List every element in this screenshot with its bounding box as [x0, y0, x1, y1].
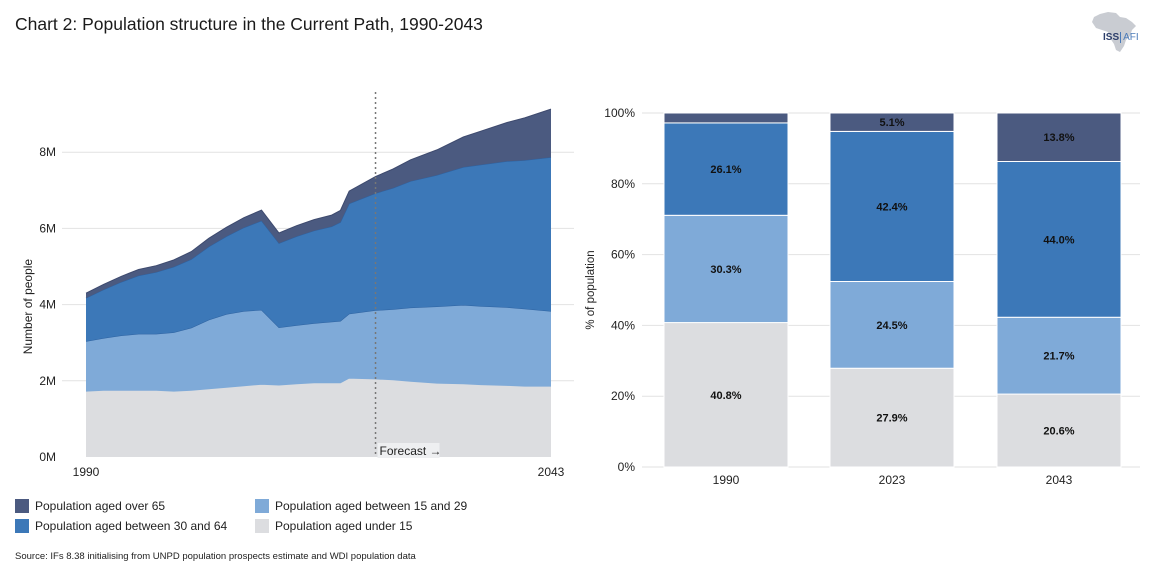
y-tick-label: 2M — [39, 374, 56, 388]
bar-data-label: 5.1% — [879, 117, 904, 129]
area-edge-over65 — [85, 108, 552, 294]
x-tick-label: 1990 — [73, 465, 100, 479]
legend-swatch — [15, 499, 29, 513]
bar-segment-age15to29 — [996, 316, 1122, 395]
bar-data-label: 26.1% — [710, 164, 741, 176]
area-age15to29 — [86, 305, 551, 392]
bar-segment-over65 — [996, 112, 1122, 162]
y-axis-label: % of population — [585, 250, 597, 329]
legend-swatch — [15, 519, 29, 533]
area-under15 — [86, 378, 551, 457]
source-note: Source: IFs 8.38 initialising from UNPD … — [15, 551, 416, 562]
y-tick-label: 100% — [604, 106, 635, 120]
legend-label: Population aged over 65 — [35, 499, 166, 513]
y-axis-label: Number of people — [21, 259, 35, 355]
chart-title: Chart 2: Population structure in the Cur… — [15, 14, 483, 34]
bar-segment-age30to64 — [663, 122, 789, 216]
bar-segment-over65 — [663, 112, 789, 124]
bar-data-label: 30.3% — [710, 264, 741, 276]
bar-data-label: 21.7% — [1043, 351, 1074, 363]
x-tick-label: 2023 — [879, 473, 906, 487]
legend-label: Population aged between 30 and 64 — [35, 519, 228, 533]
x-tick-label: 1990 — [713, 473, 740, 487]
legend-item-30-64: Population aged between 30 and 64 — [15, 519, 227, 533]
bar-data-label: 20.6% — [1043, 426, 1074, 438]
bar-data-label: 27.9% — [876, 413, 907, 425]
y-tick-label: 40% — [611, 318, 635, 332]
y-tick-label: 0M — [39, 450, 56, 464]
area-over65 — [86, 109, 551, 299]
legend-label: Population aged between 15 and 29 — [275, 499, 468, 513]
forecast-label-bg — [377, 443, 440, 458]
bar-data-label: 40.8% — [710, 390, 741, 402]
y-tick-label: 20% — [611, 389, 635, 403]
bar-data-label: 24.5% — [876, 320, 907, 332]
y-tick-label: 4M — [39, 298, 56, 312]
bar-segment-age15to29 — [829, 281, 955, 369]
y-tick-label: 0% — [618, 460, 636, 474]
bar-segment-age30to64 — [996, 160, 1122, 318]
legend-item-15-29: Population aged between 15 and 29 — [255, 499, 467, 513]
bar-segment-over65 — [829, 112, 955, 132]
legend-item-over65: Population aged over 65 — [15, 499, 165, 513]
bar-segment-under15 — [996, 393, 1122, 468]
area-age30to64 — [86, 157, 551, 342]
y-tick-label: 80% — [611, 177, 635, 191]
africa-map-icon — [1092, 12, 1136, 52]
legend-label: Population aged under 15 — [275, 519, 413, 533]
logo-brand: ISS AFI — [1103, 32, 1139, 43]
y-tick-label: 8M — [39, 145, 56, 159]
area-chart: 0M 2M 4M 6M 8M Number of people 1990 2043 Forec… — [21, 92, 574, 479]
bar-data-label: 13.8% — [1043, 132, 1074, 144]
x-tick-label: 2043 — [538, 465, 565, 479]
bar-segment-under15 — [829, 367, 955, 468]
forecast-label: Forecast → — [380, 444, 442, 458]
y-tick-label: 6M — [39, 221, 56, 235]
bar-segment-age15to29 — [663, 214, 789, 324]
legend-item-under15: Population aged under 15 — [255, 519, 412, 533]
bar-data-label: 44.0% — [1043, 234, 1074, 246]
legend-swatch — [255, 499, 269, 513]
legend-swatch — [255, 519, 269, 533]
x-tick-label: 2043 — [1046, 473, 1073, 487]
bar-chart: 0% 20% 40% 60% 80% 100% % of population 40.8% 3… — [585, 106, 1140, 487]
y-tick-label: 60% — [611, 248, 635, 262]
bar-data-label: 42.4% — [876, 201, 907, 213]
